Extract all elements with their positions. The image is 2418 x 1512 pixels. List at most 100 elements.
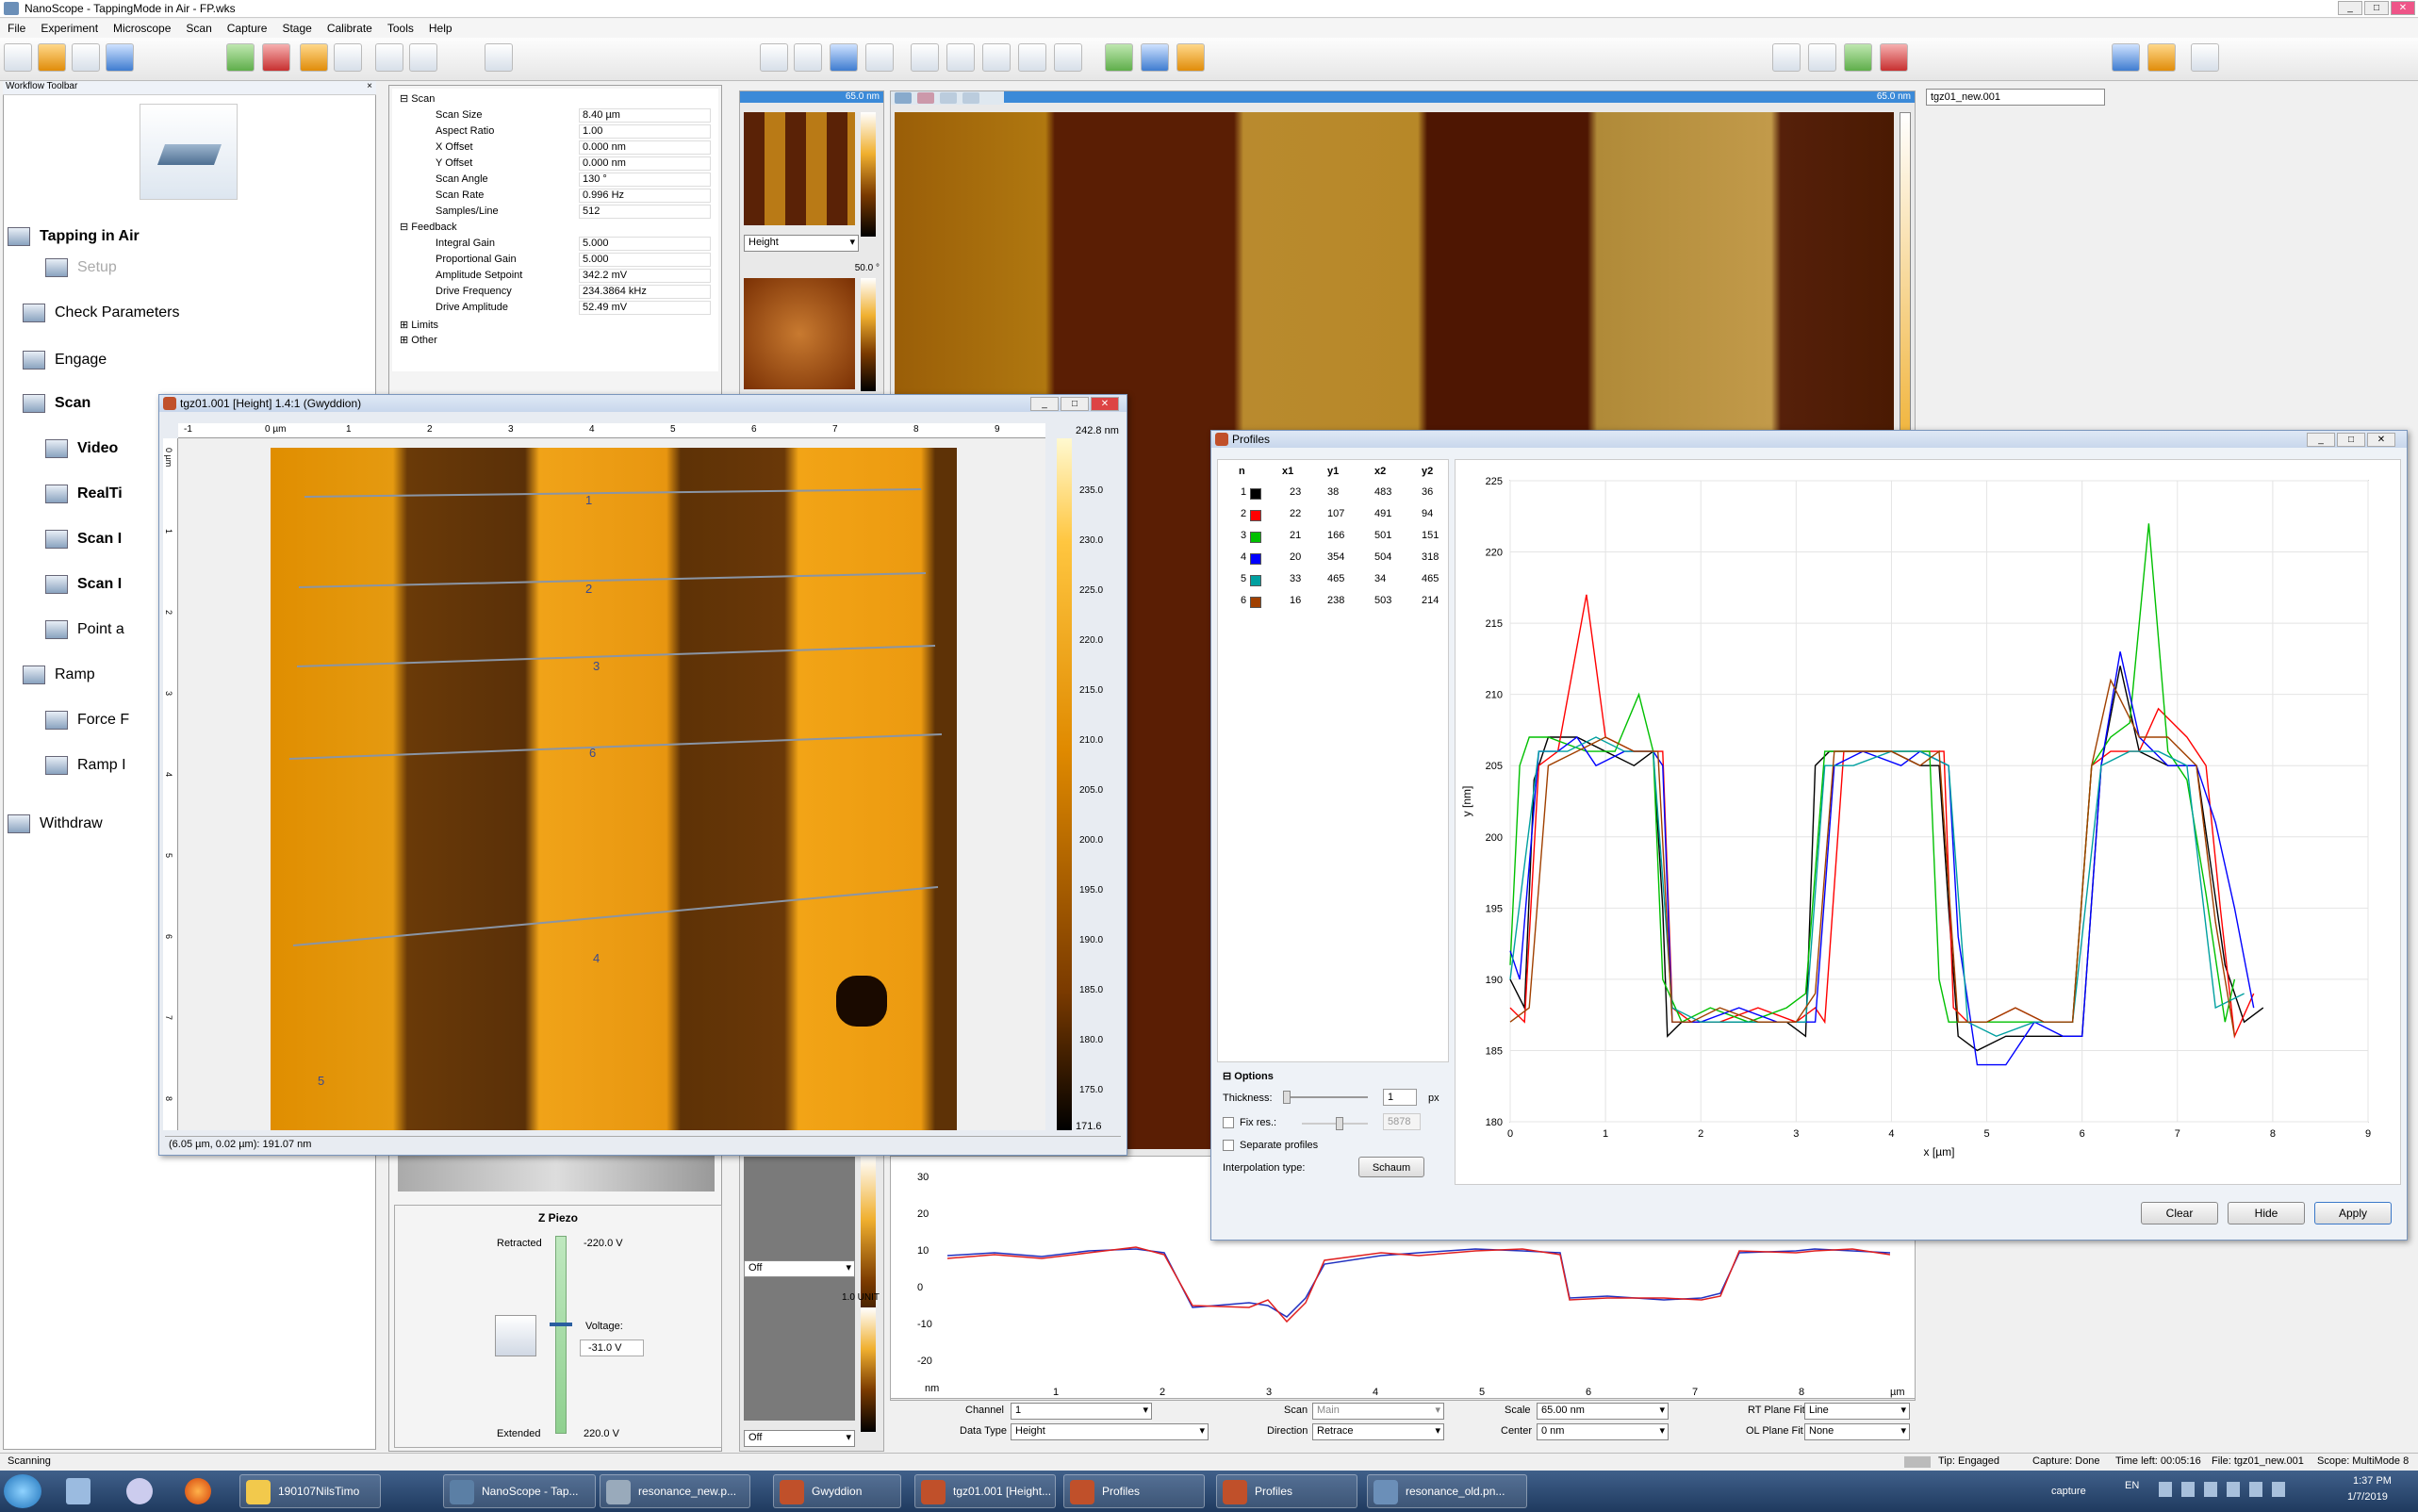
tray-icons[interactable] [2159,1482,2291,1497]
layout-1-icon[interactable] [760,43,788,72]
parameter-value[interactable]: 8.40 µm [579,108,711,123]
settings-icon[interactable] [2191,43,2219,72]
minimize-button[interactable]: _ [2338,1,2362,15]
thickness-slider[interactable] [1283,1091,1368,1104]
afm-height-image[interactable] [271,448,957,1130]
profile-row[interactable]: 6 16 238 503 214 [1218,593,1444,612]
menu-item[interactable]: Microscope [113,22,172,35]
taskbar-button[interactable]: Profiles [1216,1474,1357,1508]
frame-up-icon[interactable] [946,43,975,72]
profiles-close-button[interactable]: ✕ [2367,433,2395,447]
layout-3-icon[interactable] [830,43,858,72]
profile-row[interactable]: 5 33 465 34 465 [1218,571,1444,590]
withdraw-icon[interactable] [262,43,290,72]
channel3-mode[interactable]: Off [744,1260,855,1277]
gwyddion-maximize-button[interactable]: □ [1061,397,1089,411]
menu-item[interactable]: Help [428,22,452,35]
parameter-value[interactable]: 512 [579,205,711,219]
scan-select[interactable]: Main [1312,1403,1444,1420]
taskbar-button[interactable]: tgz01.001 [Height... [914,1474,1056,1508]
frame-down-2-icon[interactable] [982,43,1011,72]
profiles-maximize-button[interactable]: □ [2337,433,2365,447]
channel4-mode[interactable]: Off [744,1430,855,1447]
parameter-value[interactable]: 0.000 nm [579,156,711,171]
taskbar-button[interactable]: resonance_old.pn... [1367,1474,1527,1508]
layout-4-icon[interactable] [865,43,894,72]
gwyddion-close-button[interactable]: ✕ [1091,397,1119,411]
center-field[interactable]: 0 nm [1537,1423,1669,1440]
tools-icon[interactable] [126,1478,153,1504]
scale-field[interactable]: 65.00 nm [1537,1403,1669,1420]
fix-res-checkbox[interactable] [1223,1117,1234,1128]
microscope-icon[interactable] [4,43,32,72]
scan-group[interactable]: ⊟ Scan [400,93,436,105]
apply-button[interactable]: Apply [2314,1202,2392,1224]
menu-item[interactable]: File [8,22,26,35]
parameter-value[interactable]: 0.000 nm [579,140,711,155]
language-indicator[interactable]: EN [2125,1480,2140,1491]
capture-icon[interactable] [1772,43,1801,72]
browse-icon[interactable] [2147,43,2176,72]
parameter-value[interactable]: 5.000 [579,237,711,251]
capture-cancel-icon[interactable] [1808,43,1836,72]
parameter-value[interactable]: 52.49 mV [579,301,711,315]
profile-row[interactable]: 2 22 107 491 94 [1218,506,1444,525]
frame-down-icon[interactable] [911,43,939,72]
channel1-thumbnail[interactable] [744,112,855,225]
fix-res-field[interactable]: 5878 [1383,1113,1421,1130]
interpolation-button[interactable]: Schaum [1358,1157,1424,1177]
capture-filename-field[interactable]: tgz01_new.001 [1926,89,2105,106]
channel1-data-type[interactable]: Height [744,235,859,252]
menu-item[interactable]: Experiment [41,22,99,35]
pan-icon[interactable] [895,92,912,104]
menu-item[interactable]: Scan [186,22,212,35]
frame-auto-icon[interactable] [1054,43,1082,72]
channel-field[interactable]: 1 [1011,1403,1152,1420]
menu-item[interactable]: Capture [226,22,268,35]
separate-profiles-checkbox[interactable] [1223,1140,1234,1151]
gwyddion-minimize-button[interactable]: _ [1030,397,1059,411]
taskbar-button[interactable]: Profiles [1063,1474,1205,1508]
capture-stop-icon[interactable] [1880,43,1908,72]
search-icon[interactable] [2112,43,2140,72]
target-icon[interactable] [409,43,437,72]
gear-icon[interactable] [495,1315,536,1356]
pause-icon[interactable] [1176,43,1205,72]
clear-button[interactable]: Clear [2141,1202,2218,1224]
parameter-value[interactable]: 234.3864 kHz [579,285,711,299]
workflow-item[interactable]: Check Parameters [23,299,180,327]
save-icon[interactable] [72,43,100,72]
tools-icon[interactable] [485,43,513,72]
feedback-group[interactable]: ⊟ Feedback [400,222,457,233]
other-group[interactable]: ⊞ Other [400,335,437,346]
parameter-value[interactable]: 130 ° [579,173,711,187]
workflow-item[interactable]: Scan [23,389,90,418]
withdraw-item[interactable]: Withdraw [8,810,103,838]
workflow-item[interactable]: Ramp I [45,751,126,780]
taskbar-button[interactable]: Gwyddion [773,1474,901,1508]
ol-plane-fit-select[interactable]: None [1804,1423,1910,1440]
refresh-icon[interactable] [1141,43,1169,72]
fix-res-slider[interactable] [1302,1117,1368,1130]
start-button[interactable] [4,1474,41,1508]
parameter-value[interactable]: 0.996 Hz [579,189,711,203]
help-icon[interactable] [106,43,134,72]
play-icon[interactable] [1105,43,1133,72]
maximize-button[interactable]: □ [2364,1,2389,15]
menu-item[interactable]: Calibrate [326,22,372,35]
close-icon[interactable]: × [367,81,372,91]
profile-row[interactable]: 4 20 354 504 318 [1218,550,1444,568]
parameter-value[interactable]: 342.2 mV [579,269,711,283]
profile-row[interactable]: 1 23 38 483 36 [1218,485,1444,503]
zoom-in-icon[interactable] [940,92,957,104]
workflow-item[interactable]: Ramp [23,661,95,689]
image-icon[interactable] [334,43,362,72]
taskbar-button[interactable]: resonance_new.p... [600,1474,750,1508]
parameter-value[interactable]: 1.00 [579,124,711,139]
frame-reset-icon[interactable] [1018,43,1046,72]
menu-item[interactable]: Tools [387,22,414,35]
probe-icon[interactable] [375,43,403,72]
profile-row[interactable]: 3 21 166 501 151 [1218,528,1444,547]
profiles-minimize-button[interactable]: _ [2307,433,2335,447]
open-folder-icon[interactable] [38,43,66,72]
